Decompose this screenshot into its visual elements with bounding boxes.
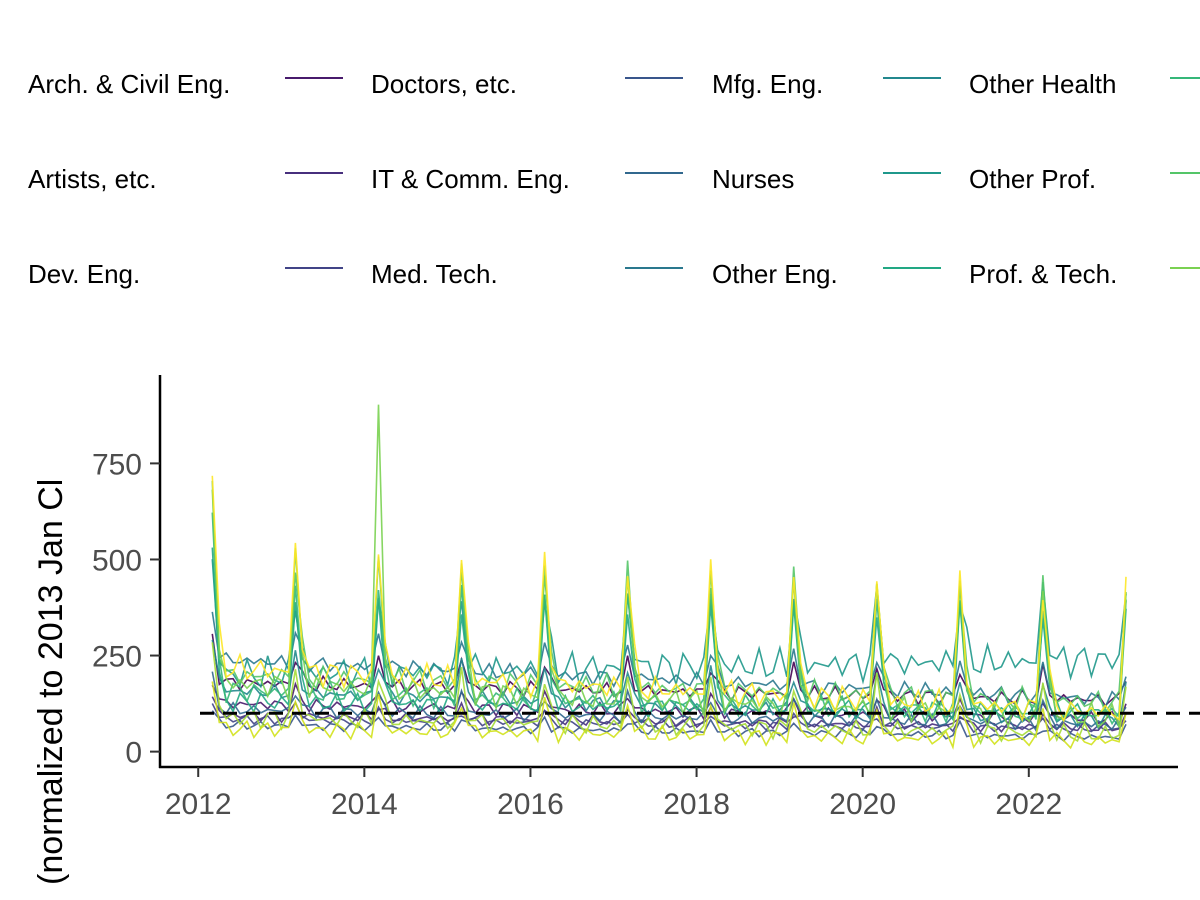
x-tick-label: 2022 [995, 788, 1062, 821]
legend-label: IT & Comm. Eng. [371, 164, 570, 194]
legend: Arch. & Civil Eng. Artists, etc. Dev. Eng.… [28, 69, 1200, 289]
x-tick-label: 2014 [331, 788, 398, 821]
series-line [211, 475, 1127, 723]
legend-label: Prof. & Tech. [969, 259, 1117, 289]
legend-label: Other Prof. [969, 164, 1096, 194]
series-lines [211, 404, 1127, 750]
legend-label: Mfg. Eng. [712, 69, 823, 99]
y-ticks: 0 250 500 750 [92, 448, 160, 770]
legend-label: Med. Tech. [371, 259, 498, 289]
series-line [211, 681, 1127, 750]
y-tick-label: 500 [92, 544, 142, 577]
series-line [211, 642, 1127, 746]
legend-label: Other Health [969, 69, 1116, 99]
y-axis-label: (normalized to 2013 Jan Cl [32, 479, 70, 885]
x-tick-label: 2018 [663, 788, 730, 821]
y-tick-label: 0 [125, 737, 142, 770]
y-tick-label: 250 [92, 641, 142, 674]
axes [158, 375, 1178, 769]
series-line [211, 611, 1127, 709]
x-tick-label: 2016 [497, 788, 564, 821]
x-tick-label: 2012 [165, 788, 232, 821]
x-tick-label: 2020 [829, 788, 896, 821]
legend-label: Doctors, etc. [371, 69, 517, 99]
series-line [211, 480, 1127, 715]
legend-label: Nurses [712, 164, 794, 194]
legend-label: Dev. Eng. [28, 259, 140, 289]
x-ticks: 2012 2014 2016 2018 2020 2022 [165, 767, 1062, 821]
y-tick-label: 750 [92, 448, 142, 481]
legend-label: Artists, etc. [28, 164, 157, 194]
series-line [211, 404, 1127, 729]
legend-label: Other Eng. [712, 259, 838, 289]
series-line [211, 703, 1127, 734]
legend-label: Arch. & Civil Eng. [28, 69, 230, 99]
series-line [211, 559, 1127, 690]
